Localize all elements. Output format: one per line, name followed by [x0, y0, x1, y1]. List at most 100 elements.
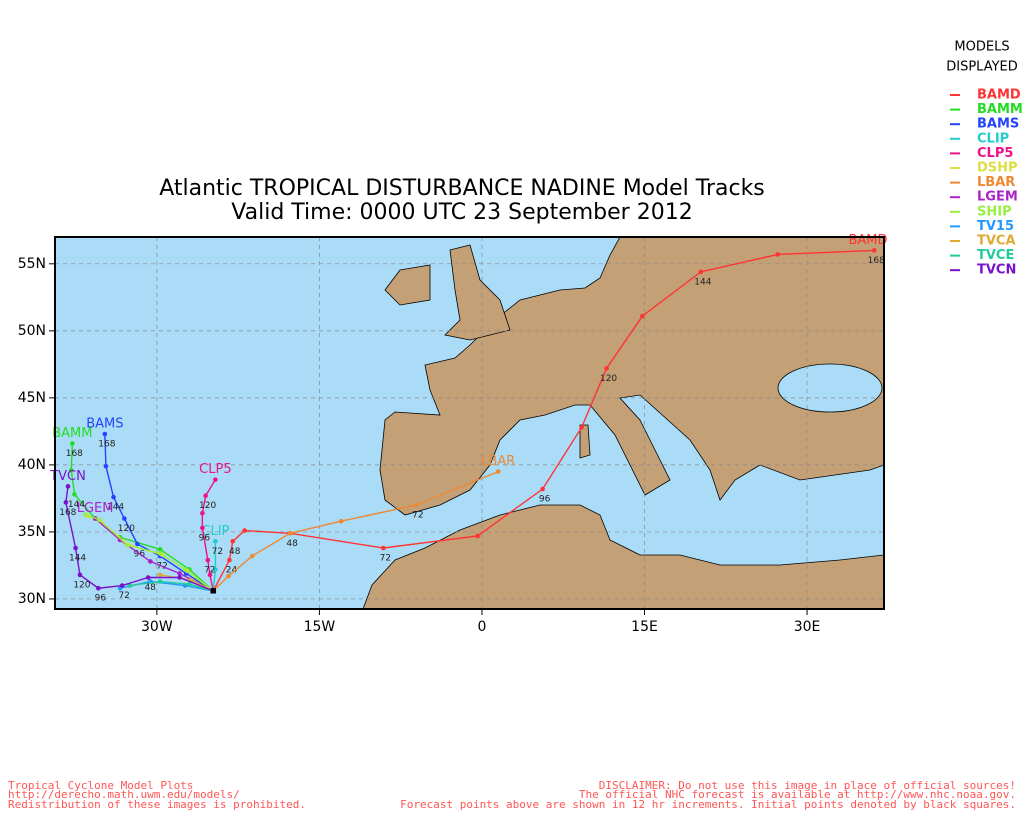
track-point [127, 583, 133, 588]
point-label: 144 [69, 554, 86, 564]
legend-label: TV15 [977, 219, 1014, 234]
point-label: 120 [73, 580, 90, 590]
chart-title: Atlantic TROPICAL DISTURBANCE NADINE Mod… [159, 176, 765, 201]
track-point [540, 486, 545, 492]
point-label: 72 [118, 591, 129, 601]
point-label: 48 [144, 583, 156, 593]
x-tick-label: 30E [794, 619, 821, 635]
legend-title: DISPLAYED [946, 60, 1018, 75]
legend-title: MODELS [954, 40, 1009, 55]
legend-label: CLIP [977, 131, 1009, 146]
track-point [135, 541, 140, 547]
footer-line: Tropical Cyclone Model Plots [8, 779, 193, 792]
track-name: BAMM [52, 426, 92, 441]
point-label: 144 [694, 277, 711, 287]
x-tick-label: 15E [631, 619, 658, 635]
track-point [119, 583, 125, 588]
point-label: 96 [199, 533, 211, 543]
track-point [125, 543, 130, 548]
legend-label: TVCA [977, 234, 1016, 249]
point-label: 168 [98, 440, 115, 450]
x-tick-label: 0 [478, 619, 487, 635]
track-point [97, 517, 102, 523]
legend-label: BAMD [977, 88, 1021, 103]
point-label: 24 [226, 566, 238, 576]
track-point [103, 463, 109, 469]
track-point [177, 571, 182, 576]
point-label: 120 [199, 501, 216, 511]
track-point [579, 425, 584, 430]
track-point [63, 500, 69, 505]
track-point [157, 572, 163, 578]
track-point [68, 467, 74, 473]
track-point [640, 313, 645, 319]
map-background [55, 237, 884, 609]
land-britain [444, 244, 511, 341]
point-label: 72 [212, 547, 223, 557]
track-point [73, 545, 78, 551]
footer-line: http://derecho.math.uwm.edu/models/ [8, 788, 240, 801]
track-name: LGEM [77, 501, 114, 516]
track-point [122, 516, 127, 521]
track-name: CLP5 [199, 462, 231, 477]
track-point [604, 366, 609, 371]
track-line [104, 434, 214, 592]
point-label: 168 [59, 508, 76, 518]
legend-label: CLP5 [977, 146, 1013, 161]
point-label: 72 [204, 566, 215, 576]
track-name: BAMS [86, 417, 123, 432]
track-line [212, 249, 875, 592]
y-tick-label: 30N [18, 591, 46, 607]
track-point [475, 533, 480, 539]
land-africa [362, 504, 884, 609]
legend-label: LGEM [977, 190, 1018, 205]
y-tick-label: 55N [18, 256, 46, 272]
track-point [83, 512, 88, 517]
legend-label: DSHP [977, 161, 1018, 176]
track-point [287, 530, 293, 536]
track-point [338, 518, 344, 524]
track-point [70, 441, 75, 446]
point-label: 120 [118, 524, 135, 534]
track-point [157, 547, 163, 552]
point-label: 168 [66, 449, 83, 459]
point-label: 168 [868, 256, 885, 266]
track-line [129, 580, 214, 592]
track-point [413, 502, 419, 508]
track-point [226, 573, 231, 579]
track-point [871, 248, 877, 253]
track-point [72, 492, 77, 497]
legend-label: SHIP [977, 204, 1012, 219]
track-point [213, 477, 218, 482]
land-ireland [384, 264, 431, 306]
y-tick-label: 45N [18, 390, 46, 406]
footer-line: The official NHC forecast is available a… [579, 788, 1016, 801]
point-label: 96 [95, 594, 107, 604]
track-point [96, 585, 101, 591]
footer-left: Tropical Cyclone Model Plots http://dere… [8, 779, 306, 811]
track-point [187, 581, 192, 587]
point-label: 72 [412, 511, 423, 521]
track-point [145, 575, 151, 580]
track-point [200, 525, 205, 531]
initial-point [210, 588, 216, 594]
x-tick-label: 15W [304, 619, 336, 635]
footer-line: DISCLAIMER: Do not use this image in pla… [599, 779, 1016, 792]
track-point [200, 510, 205, 516]
track-point [249, 553, 255, 559]
black-sea [777, 363, 883, 413]
map-frame [54, 236, 885, 610]
track-point [213, 567, 218, 572]
legend-label: BAMS [977, 117, 1019, 132]
plot-layer: 30W 15W 0 15E 30E30N35N40N45N50N55N244872961… [18, 88, 1023, 636]
track-point [230, 539, 236, 544]
track-point [177, 575, 182, 580]
track-name: LBAR [481, 454, 515, 469]
track-point [205, 557, 211, 563]
track-point [65, 484, 71, 489]
track-name: CLIP [201, 524, 229, 539]
footer-right: DISCLAIMER: Do not use this image in pla… [400, 779, 1016, 811]
track-name: BAMD [848, 233, 887, 248]
track-point [157, 551, 163, 556]
